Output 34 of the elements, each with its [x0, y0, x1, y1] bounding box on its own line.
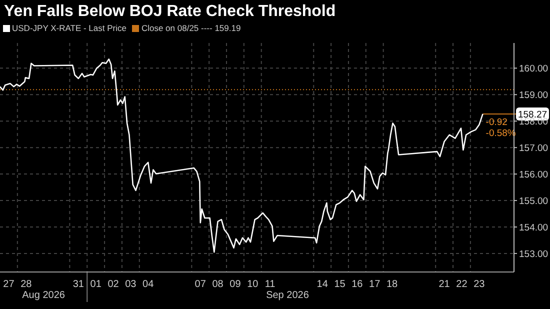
legend-label: Close on 08/25 ---- 159.19	[140, 23, 241, 33]
annotation: -0.92	[486, 116, 508, 128]
x-tick-label: 31	[72, 279, 84, 290]
x-tick-label: 04	[142, 279, 154, 290]
x-tick-label: 11	[264, 279, 276, 290]
text: Aug 2026	[22, 290, 66, 301]
x-tick-label: 18	[386, 279, 398, 290]
y-tick-label: 154.00	[519, 222, 548, 234]
text: Sep 2026	[266, 290, 310, 301]
y-tick-label: 153.00	[519, 248, 548, 260]
x-tick-label: 02	[108, 279, 120, 290]
y-tick-label: 157.00	[519, 142, 548, 154]
y-tick-label: 155.00	[519, 196, 548, 207]
x-tick-label: 21	[438, 279, 450, 290]
y-tick-label: 159.00	[519, 90, 548, 101]
x-tick-label: 08	[212, 279, 224, 290]
x-tick-label: 01	[90, 279, 102, 290]
y-tick-label: 160.00	[519, 64, 548, 75]
x-tick-label: 17	[369, 279, 381, 290]
x-tick-label: 28	[20, 279, 32, 290]
x-tick-label: 14	[316, 279, 328, 290]
x-tick-label: 16	[352, 279, 364, 290]
x-tick-label: 22	[456, 279, 468, 290]
x-tick-label: 15	[334, 279, 346, 290]
chart-title: Yen Falls Below BOJ Rate Check Threshold	[4, 3, 336, 21]
x-tick-label: 27	[3, 279, 15, 290]
x-tick-label: 09	[230, 279, 242, 290]
x-tick-label: 10	[247, 279, 259, 290]
y-tick-label: 156.00	[519, 169, 548, 180]
line-series	[0, 58, 484, 253]
x-tick-label: 23	[474, 279, 486, 290]
legend-label: USD-JPY X-RATE - Last Price	[11, 23, 126, 33]
x-tick-label: 07	[194, 279, 206, 290]
x-tick-label: 03	[125, 279, 137, 290]
